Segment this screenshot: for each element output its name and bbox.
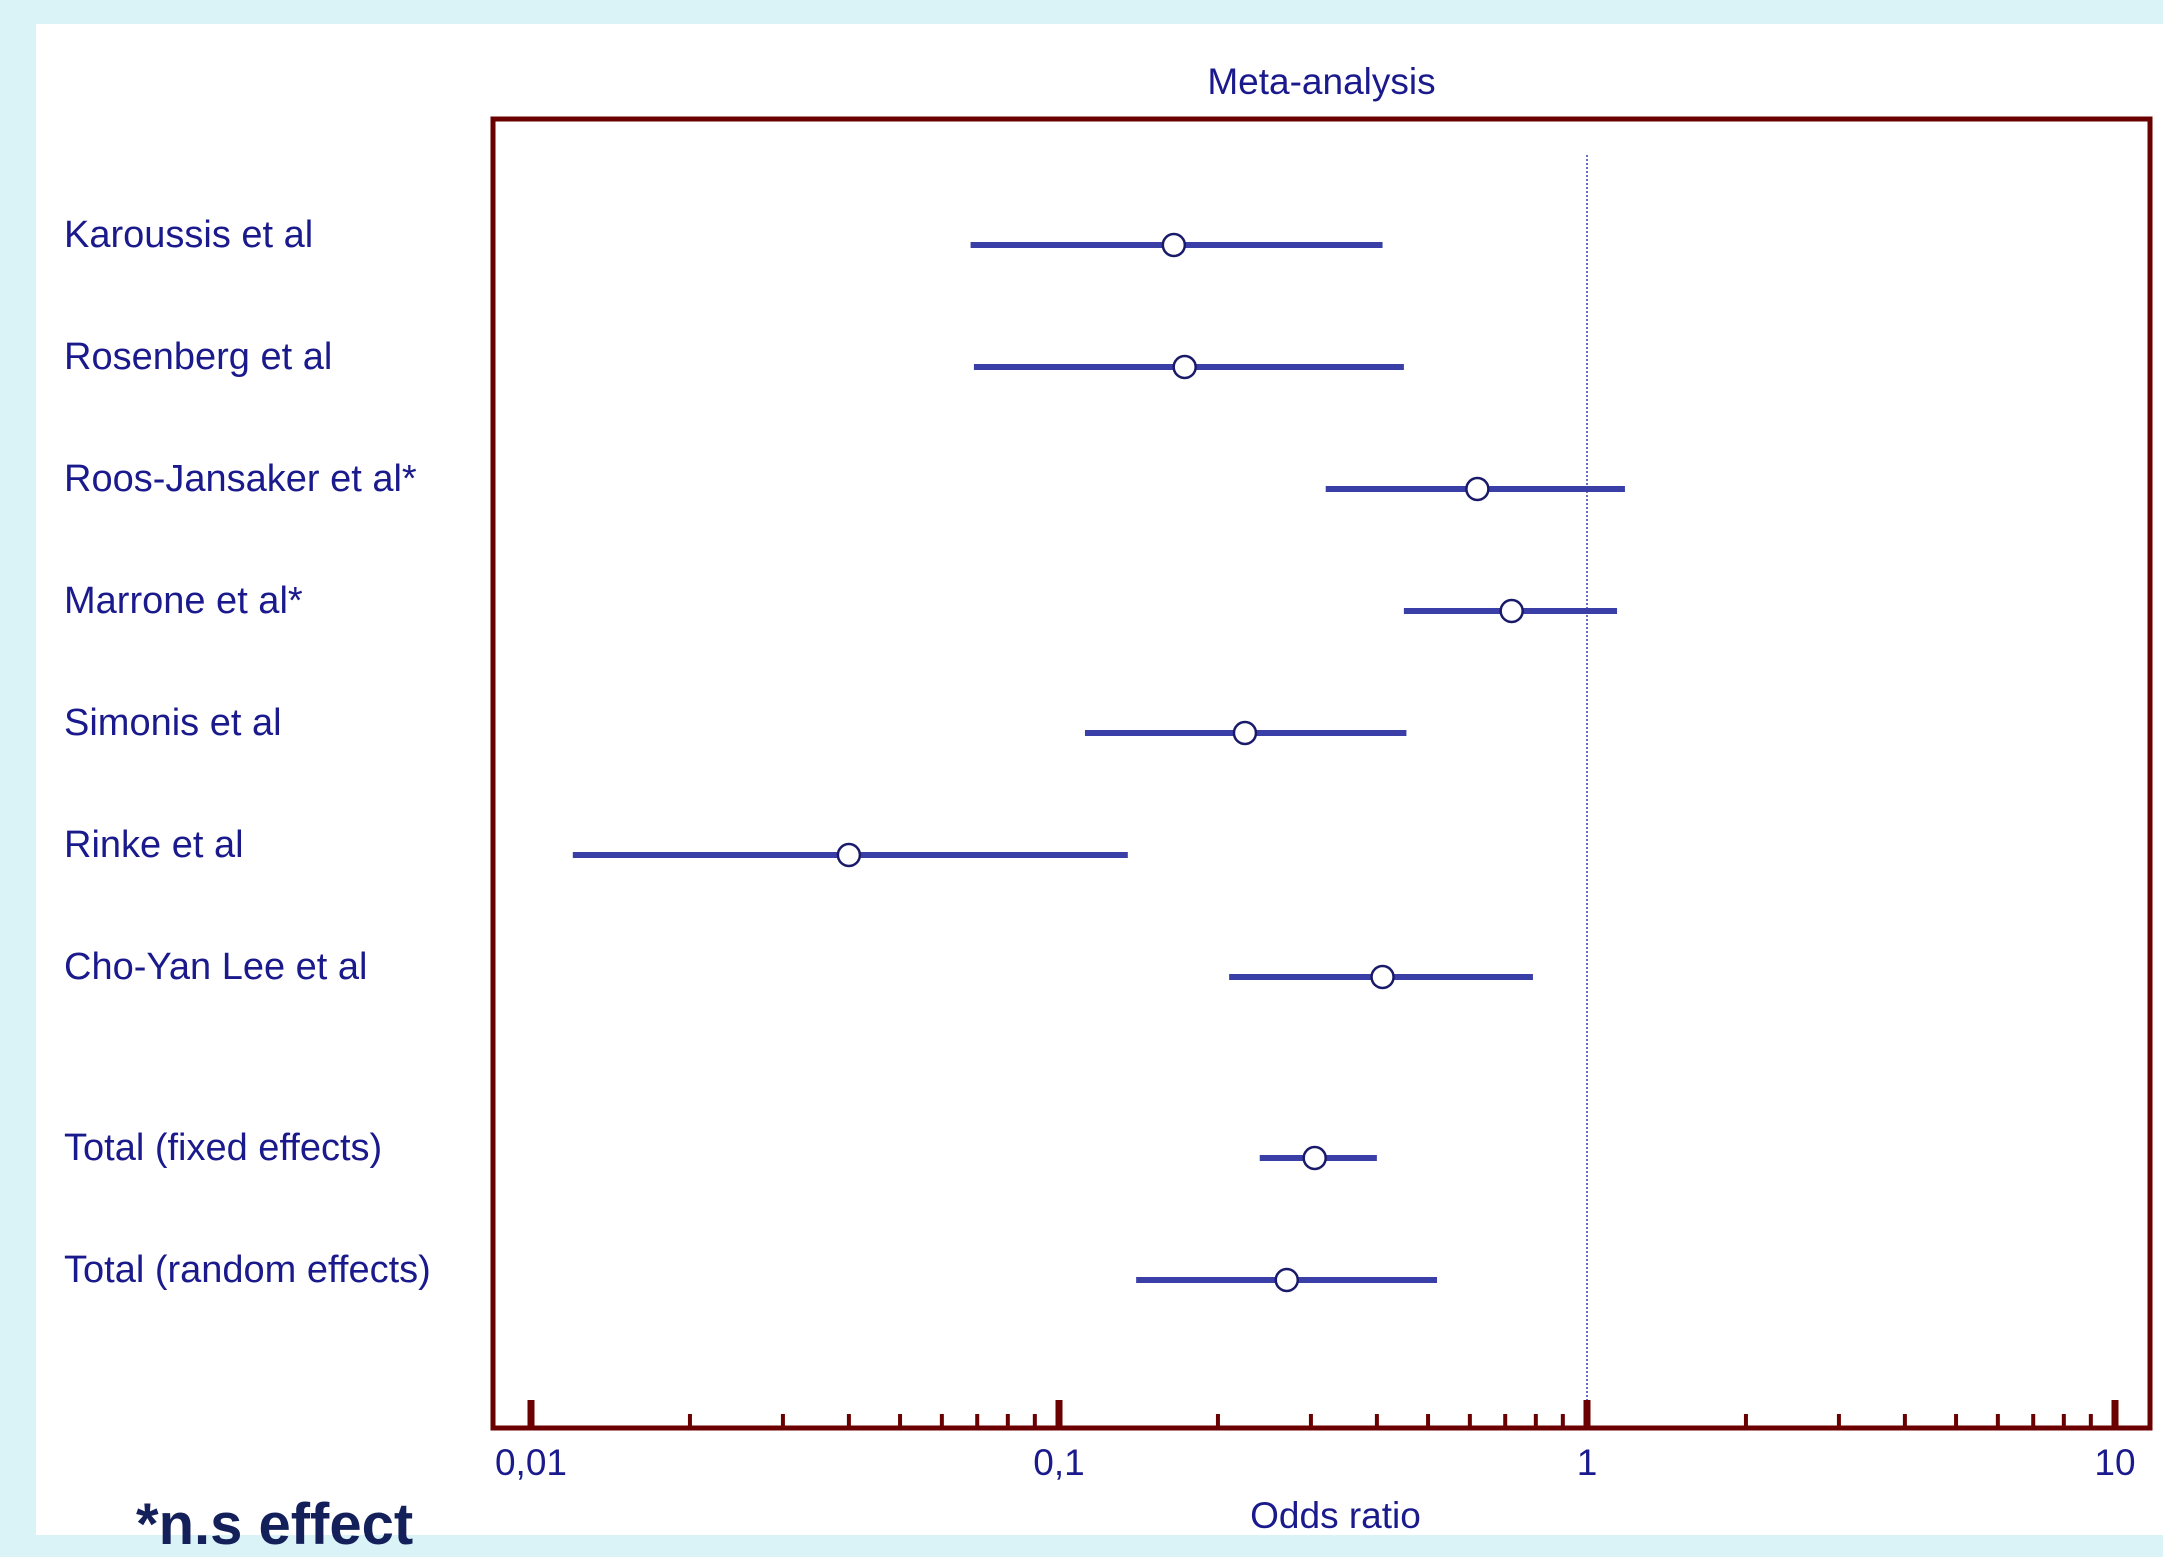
- study-label: Roos-Jansaker et al*: [64, 458, 417, 500]
- point-estimate: [1232, 720, 1258, 746]
- study-label: Total (fixed effects): [64, 1127, 382, 1169]
- tick-label: 0,1: [1033, 1442, 1084, 1483]
- point-estimate: [1499, 598, 1524, 624]
- tick-label: 10: [2094, 1442, 2135, 1483]
- slide: Meta-analysis 0,01 0,1 1 10 Odds ratio Karouss…: [36, 24, 2163, 1554]
- tick-label: 0,01: [495, 1442, 567, 1483]
- x-axis-title: Odds ratio: [1250, 1495, 1421, 1535]
- study-label: Rosenberg et al: [64, 336, 332, 378]
- study-label: Rinke et al: [64, 824, 244, 866]
- point-estimate: [1370, 964, 1395, 990]
- tick-label: 1: [1577, 1442, 1598, 1483]
- study-label: Marrone et al*: [64, 580, 303, 622]
- study-label: Total (random effects): [64, 1249, 431, 1291]
- point-estimate: [1465, 476, 1490, 502]
- point-estimate: [836, 842, 862, 868]
- point-estimate: [1302, 1145, 1327, 1171]
- forest-plot: Meta-analysis 0,01 0,1 1 10 Odds ratio Karouss…: [64, 61, 2153, 1535]
- point-estimate: [1274, 1267, 1300, 1293]
- chart-title: Meta-analysis: [1207, 61, 1435, 102]
- point-estimate: [1172, 354, 1197, 380]
- plot-frame: [490, 116, 2153, 1431]
- study-label: Karoussis et al: [64, 214, 313, 256]
- footnote: *n.s effect: [136, 1492, 414, 1557]
- point-estimate: [1161, 232, 1187, 258]
- study-label: Simonis et al: [64, 702, 282, 744]
- study-label: Cho-Yan Lee et al: [64, 946, 368, 988]
